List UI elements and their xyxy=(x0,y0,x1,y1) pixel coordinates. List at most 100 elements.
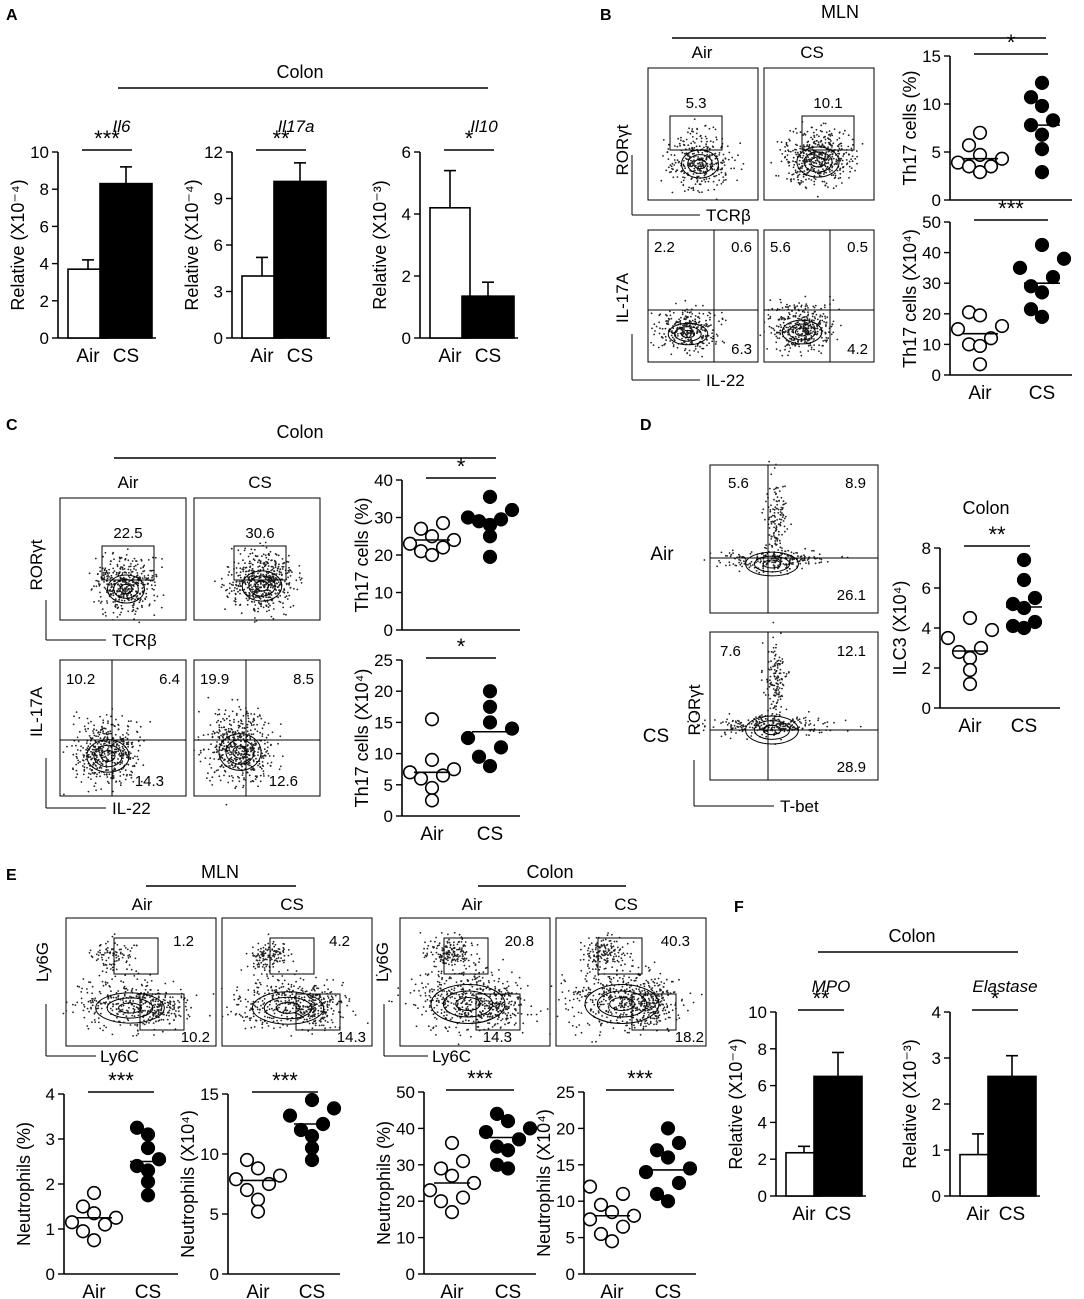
event-dot xyxy=(771,721,774,723)
event-dot xyxy=(238,747,241,750)
event-dot xyxy=(704,719,706,722)
d-air-q-ul: 5.6 xyxy=(728,475,749,492)
c-cs-gate-value: 30.6 xyxy=(245,525,274,542)
event-dot xyxy=(119,771,122,773)
point-air xyxy=(424,752,440,767)
point-air xyxy=(435,768,451,783)
event-dot xyxy=(716,155,718,158)
event-dot xyxy=(812,330,815,333)
event-dot xyxy=(66,745,68,748)
event-dot xyxy=(118,747,121,749)
event-dot xyxy=(812,312,815,315)
event-dot xyxy=(774,530,777,532)
event-dot xyxy=(751,564,754,566)
density-contour xyxy=(796,146,840,178)
event-dot xyxy=(246,759,249,762)
event-dot xyxy=(693,152,695,155)
event-dot xyxy=(126,989,129,991)
event-dot xyxy=(778,696,780,698)
event-dot xyxy=(832,187,835,190)
event-dot xyxy=(739,563,742,566)
density-contour xyxy=(687,154,713,174)
event-dot xyxy=(856,155,858,158)
event-dot xyxy=(164,982,167,985)
event-dot xyxy=(778,539,781,542)
event-dot xyxy=(80,991,83,993)
event-dot xyxy=(786,306,788,308)
event-dot xyxy=(130,774,133,776)
event-dot xyxy=(269,586,272,589)
event-dot xyxy=(682,184,685,186)
point-cs xyxy=(1056,251,1072,266)
event-dot xyxy=(184,1005,187,1008)
event-dot xyxy=(670,171,672,173)
event-dot xyxy=(285,613,287,616)
event-dot xyxy=(242,772,244,774)
event-dot xyxy=(804,305,807,308)
event-dot xyxy=(769,679,771,682)
event-dot xyxy=(707,180,710,183)
event-dot xyxy=(847,134,850,137)
event-dot xyxy=(187,1014,190,1016)
event-dot xyxy=(299,578,302,581)
x-tick-label: CS xyxy=(287,346,313,367)
event-dot xyxy=(289,575,292,577)
event-dot xyxy=(808,318,811,321)
event-dot xyxy=(806,145,808,148)
event-dot xyxy=(687,131,689,134)
event-dot xyxy=(813,183,816,186)
event-dot xyxy=(741,565,743,568)
event-dot xyxy=(93,772,95,775)
event-dot xyxy=(249,552,252,555)
event-dot xyxy=(683,176,686,179)
event-dot xyxy=(250,569,253,572)
event-dot xyxy=(808,178,810,180)
event-dot xyxy=(681,170,684,173)
event-dot xyxy=(776,519,778,521)
event-dot xyxy=(221,747,224,750)
event-dot xyxy=(121,999,124,1001)
event-dot xyxy=(802,330,804,333)
event-dot xyxy=(282,591,284,593)
y-tick-label: 5 xyxy=(932,143,941,162)
event-dot xyxy=(775,661,777,664)
event-dot xyxy=(773,657,776,660)
event-dot xyxy=(788,350,790,353)
event-dot xyxy=(235,567,238,569)
event-dot xyxy=(108,584,111,586)
event-dot xyxy=(224,709,227,712)
event-dot xyxy=(687,332,690,335)
event-dot xyxy=(173,1003,176,1005)
event-dot xyxy=(229,753,231,756)
event-dot xyxy=(836,145,839,147)
event-dot xyxy=(268,554,270,557)
event-dot xyxy=(789,150,792,153)
event-dot xyxy=(135,762,138,764)
event-dot xyxy=(134,755,136,758)
event-dot xyxy=(829,135,832,137)
event-dot xyxy=(805,178,807,181)
event-dot xyxy=(776,682,778,685)
event-dot xyxy=(249,565,252,568)
event-dot xyxy=(778,722,780,725)
event-dot xyxy=(137,1032,140,1035)
event-dot xyxy=(763,554,765,557)
event-dot xyxy=(125,554,128,556)
y-tick-label: 2 xyxy=(922,659,931,678)
y-tick-label: 50 xyxy=(922,213,941,232)
event-dot xyxy=(109,732,112,735)
event-dot xyxy=(784,348,786,351)
event-dot xyxy=(217,732,220,734)
event-dot xyxy=(828,130,831,133)
event-dot xyxy=(97,954,100,956)
event-dot xyxy=(691,319,694,322)
event-dot xyxy=(714,128,717,131)
event-dot xyxy=(776,693,778,696)
event-dot xyxy=(788,344,791,347)
event-dot xyxy=(826,725,829,728)
event-dot xyxy=(804,332,807,334)
b-top-y-axis: RORγt xyxy=(613,124,632,175)
event-dot xyxy=(279,594,282,597)
event-dot xyxy=(801,157,804,159)
event-dot xyxy=(242,566,245,569)
